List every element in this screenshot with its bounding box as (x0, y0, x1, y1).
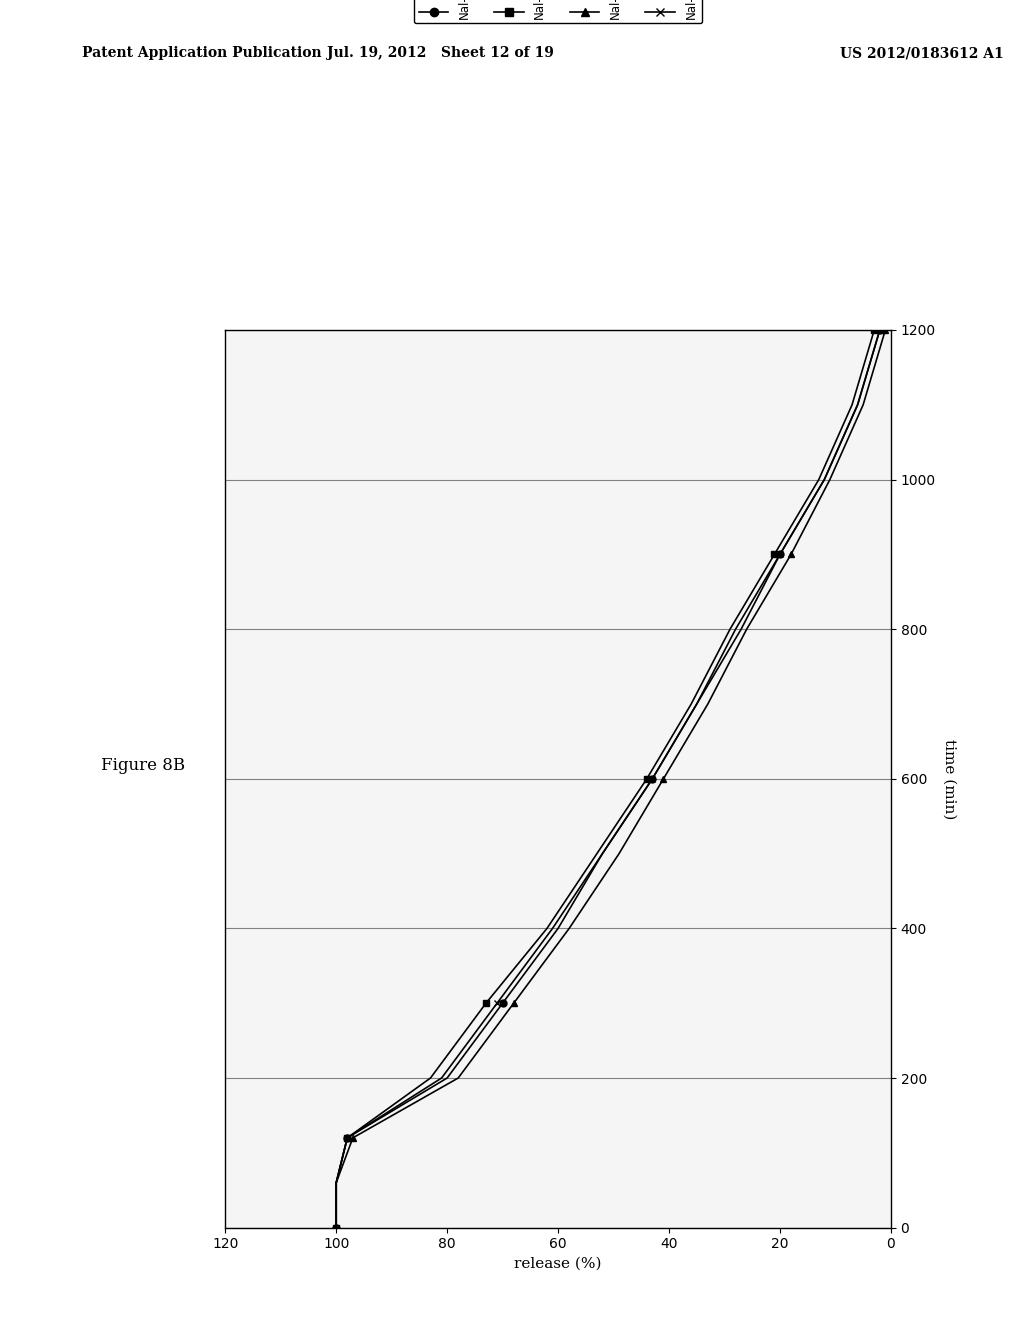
Text: Patent Application Publication: Patent Application Publication (82, 46, 322, 61)
Y-axis label: time (min): time (min) (942, 739, 956, 818)
X-axis label: release (%): release (%) (514, 1257, 602, 1271)
Text: US 2012/0183612 A1: US 2012/0183612 A1 (840, 46, 1004, 61)
Text: Figure 8B: Figure 8B (101, 758, 185, 774)
Text: Jul. 19, 2012   Sheet 12 of 19: Jul. 19, 2012 Sheet 12 of 19 (327, 46, 554, 61)
Legend: Nal-5-Sure-A, Nal-5-Sure-B, Nal-10-Sure-A, Nal-10-Sure-B: Nal-5-Sure-A, Nal-5-Sure-B, Nal-10-Sure-… (414, 0, 702, 24)
